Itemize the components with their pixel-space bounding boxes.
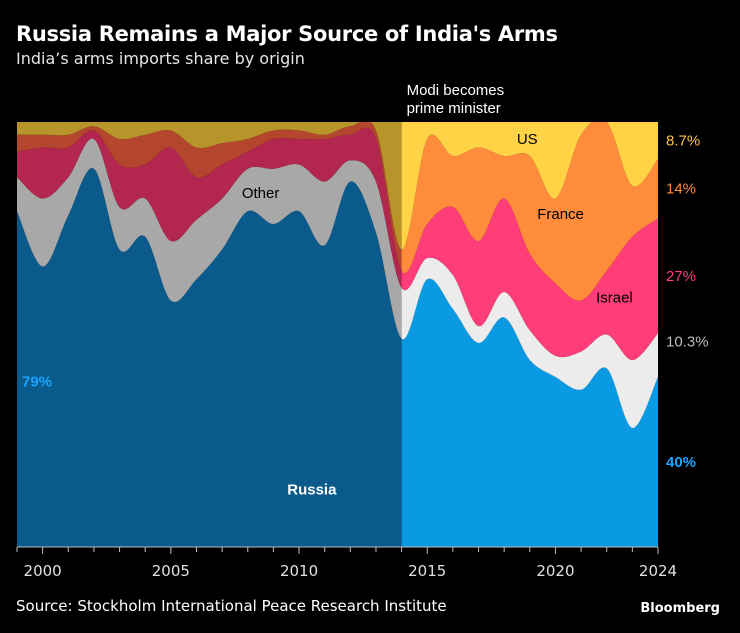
area-other-pre: [17, 138, 402, 339]
area-russia-pre: [17, 168, 402, 547]
area-israel-post: [401, 198, 658, 361]
x-tick-label-2005: 2005: [152, 562, 190, 580]
series-label-israel: Israel: [596, 289, 633, 306]
x-tick-label-2024: 2024: [639, 562, 677, 580]
series-label-france: France: [537, 206, 584, 223]
end-label-other: 10.3%: [666, 334, 709, 351]
x-tick-label-2000: 2000: [24, 562, 62, 580]
area-us-pre: [17, 122, 402, 250]
source-note: Source: Stockholm International Peace Re…: [16, 597, 447, 615]
x-tick-label-2010: 2010: [280, 562, 318, 580]
start-label-russia: 79%: [22, 373, 52, 390]
area-us-post: [401, 122, 658, 250]
series-label-us: US: [517, 131, 538, 148]
area-france-post: [401, 122, 658, 301]
end-label-israel: 27%: [666, 268, 696, 285]
annotation-line-1: Modi becomes: [407, 82, 505, 99]
area-other-post: [401, 257, 658, 429]
area-russia-post: [401, 278, 658, 547]
areas-post: [401, 122, 658, 547]
chart-subtitle: India’s arms imports share by origin: [16, 49, 305, 68]
end-label-france: 14%: [666, 181, 696, 198]
series-label-other: Other: [242, 185, 280, 202]
annotation-line-2: prime minister: [407, 100, 501, 117]
end-label-us: 8.7%: [666, 132, 700, 149]
area-israel-pre: [17, 127, 402, 288]
series-label-russia: Russia: [287, 482, 337, 499]
x-tick-label-2020: 2020: [536, 562, 574, 580]
areas-pre: [17, 122, 402, 547]
brand-logo: Bloomberg: [640, 601, 720, 616]
x-tick-label-2015: 2015: [408, 562, 446, 580]
chart-title: Russia Remains a Major Source of India's…: [16, 22, 558, 46]
area-france-pre: [17, 122, 402, 271]
end-label-russia: 40%: [666, 454, 696, 471]
